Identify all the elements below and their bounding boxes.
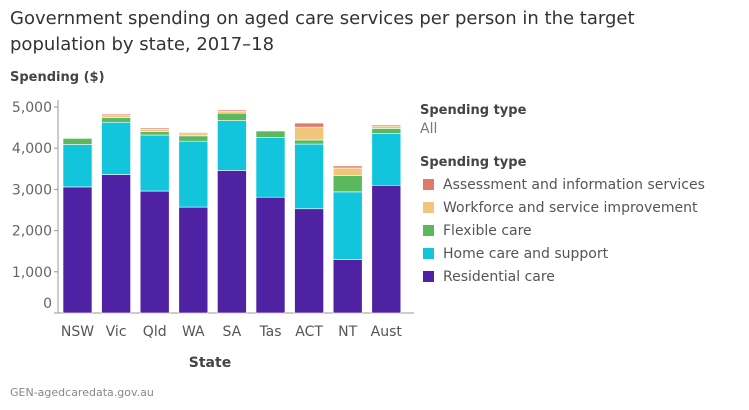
x-tick-label: SA — [223, 324, 242, 340]
bar-segment — [139, 131, 170, 136]
x-tick-label: ACT — [295, 324, 323, 340]
x-tick-label: WA — [182, 324, 205, 340]
bar-segment — [139, 128, 170, 133]
legend: Spending type All Spending type Assessme… — [420, 103, 705, 288]
legend-item[interactable]: Assessment and information services — [420, 173, 705, 196]
bar-segment — [217, 110, 247, 114]
bar-segment — [178, 206, 209, 314]
bar-segment — [178, 133, 209, 137]
bar-segment — [371, 184, 402, 314]
legend-label: Flexible care — [443, 222, 532, 239]
filter-label: Spending type — [420, 103, 527, 118]
legend-label: Workforce and service improvement — [443, 199, 698, 216]
bar-segment — [294, 139, 324, 145]
source-note: GEN-agedcaredata.gov.au — [10, 386, 154, 399]
y-tick-label: 4,000 — [12, 141, 52, 157]
bar-segment — [255, 137, 286, 198]
bar-segment — [178, 132, 209, 135]
bar-segment — [139, 134, 170, 192]
bar-segment — [178, 135, 209, 142]
bar-segment — [332, 259, 363, 314]
bar-segment — [294, 126, 324, 141]
x-tick-label: Aust — [371, 324, 403, 340]
bar-segment — [332, 165, 363, 169]
x-axis-title: State — [189, 355, 231, 371]
legend-swatch — [423, 248, 434, 259]
bar-segment — [62, 186, 93, 314]
legend-label: Assessment and information services — [443, 176, 705, 193]
bar-segment — [62, 144, 93, 188]
bar-segment — [371, 125, 402, 129]
bar-segment — [217, 120, 247, 171]
bar-segment — [178, 140, 209, 208]
bar-segment — [294, 208, 324, 314]
bar-segment — [101, 114, 131, 119]
y-tick-label: 0 — [43, 296, 52, 312]
y-tick-label: 3,000 — [12, 182, 52, 198]
bar-segment — [332, 167, 363, 176]
bar-segment — [139, 190, 170, 314]
x-tick-label: Vic — [106, 324, 127, 340]
bar-segment — [101, 174, 131, 314]
legend-label: Residential care — [443, 268, 555, 285]
y-tick-label: 1,000 — [12, 265, 52, 281]
bar-segment — [255, 130, 286, 138]
bar-segment — [62, 138, 93, 145]
bar-segment — [294, 122, 324, 128]
legend-swatch — [423, 179, 434, 190]
bar-segment — [332, 191, 363, 260]
filter-value[interactable]: All — [420, 121, 438, 137]
legend-item[interactable]: Residential care — [420, 265, 705, 288]
legend-swatch — [423, 271, 434, 282]
x-tick-label: Tas — [258, 324, 281, 340]
legend-swatch — [423, 225, 434, 236]
x-tick-label: NT — [338, 324, 357, 340]
legend-label: Home care and support — [443, 245, 609, 262]
bar-segment — [101, 117, 131, 123]
y-tick-label: 5,000 — [12, 100, 52, 116]
legend-title: Spending type — [420, 155, 527, 170]
chart-title: Government spending on aged care service… — [10, 8, 635, 55]
bar-segment — [217, 109, 247, 112]
bar-segment — [139, 127, 170, 130]
bar-segment — [101, 121, 131, 175]
bar-segment — [217, 112, 247, 121]
bar-segment — [332, 175, 363, 193]
bar-segment — [101, 113, 131, 116]
x-tick-label: Qld — [143, 324, 167, 340]
bar-segment — [255, 196, 286, 314]
bar-segment — [217, 170, 247, 314]
bar-segment — [371, 124, 402, 127]
x-tick-label: NSW — [61, 324, 94, 340]
y-axis-label: Spending ($) — [10, 70, 105, 85]
legend-item[interactable]: Flexible care — [420, 219, 705, 242]
bar-segment — [371, 128, 402, 134]
y-tick-label: 2,000 — [12, 224, 52, 240]
legend-swatch — [423, 202, 434, 213]
bar-segment — [371, 133, 402, 186]
bar-segment — [294, 143, 324, 210]
legend-item[interactable]: Workforce and service improvement — [420, 196, 705, 219]
legend-item[interactable]: Home care and support — [420, 242, 705, 265]
